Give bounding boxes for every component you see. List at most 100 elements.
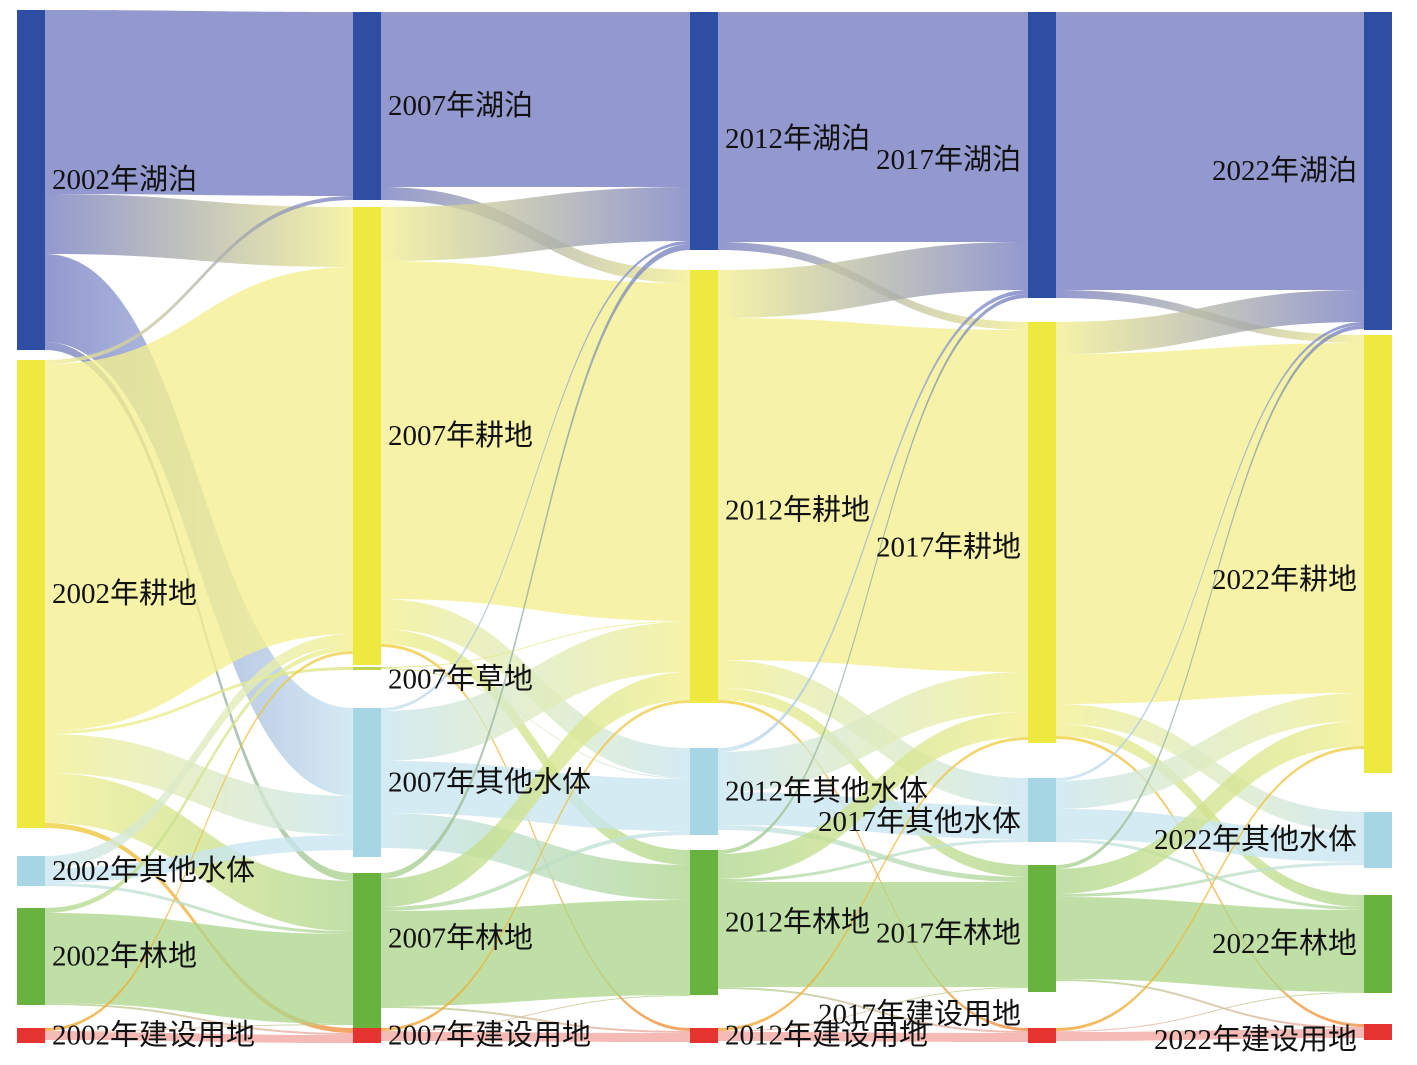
sankey-node-f17 [1028, 865, 1056, 992]
flow-f02-f07 [45, 913, 353, 1024]
flow-c17-l22 [1056, 290, 1364, 354]
flow-c02-c07 [45, 267, 353, 731]
flow-g07-c12 [381, 621, 690, 668]
flow-w07-f12 [381, 813, 690, 900]
node-label-b12: 2012年建设用地 [725, 1019, 928, 1052]
sankey-node-c02 [17, 360, 45, 828]
flow-c02-w07 [45, 734, 353, 835]
node-label-l22: 2022年湖泊 [1212, 154, 1357, 187]
flow-w17-f22 [1056, 839, 1364, 910]
flow-f02-c07 [45, 646, 353, 913]
flow-c07-b12 [381, 644, 690, 1031]
label-layer: 2002年湖泊 2002年耕地 2002年其他水体 2002年林地 2002年建设用地 2… [52, 89, 1357, 1056]
flow-w02-w07 [45, 835, 353, 883]
flow-c12-f17 [718, 688, 1028, 877]
flow-b12-b17 [718, 1032, 1028, 1042]
flow-b17-c22 [1056, 746, 1364, 1031]
flow-w17-c22 [1056, 693, 1364, 809]
flow-f17-f22 [1056, 897, 1364, 992]
flow-l02-l07 [45, 10, 353, 196]
flow-w07-l12 [381, 241, 690, 711]
flow-c17-b22 [1056, 736, 1364, 1027]
node-label-w17: 2017年其他水体 [818, 805, 1021, 838]
flow-b02-f07 [45, 1024, 353, 1032]
flow-b17-b22 [1056, 1029, 1364, 1041]
flow-w12-w17 [718, 792, 1028, 839]
flow-b02-c07 [45, 651, 353, 1031]
node-label-f22: 2022年林地 [1212, 927, 1357, 960]
node-label-c07: 2007年耕地 [388, 419, 533, 452]
sankey-node-c07 [353, 207, 381, 665]
sankey-node-c12 [690, 270, 718, 703]
node-label-f07: 2007年林地 [388, 922, 533, 955]
sankey-node-f12 [690, 850, 718, 995]
flow-w12-c17 [718, 672, 1028, 792]
sankey-node-l12 [690, 12, 718, 250]
flow-b12-f17 [718, 987, 1028, 1032]
flow-f17-b22 [1056, 979, 1364, 1029]
flow-c17-c22 [1056, 343, 1364, 704]
flow-f17-l22 [1056, 325, 1364, 869]
flow-w02-c07 [45, 634, 353, 868]
sankey-node-l17 [1028, 12, 1056, 298]
flow-c17-w22 [1056, 704, 1364, 832]
flow-l07-l12 [381, 12, 690, 187]
flow-c07-l12 [381, 187, 690, 261]
node-label-b22: 2022年建设用地 [1154, 1023, 1357, 1056]
sankey-node-w22 [1364, 812, 1392, 868]
node-layer [17, 10, 1392, 1043]
sankey-node-w02 [17, 856, 45, 886]
node-label-c17: 2017年耕地 [876, 531, 1021, 564]
sankey-node-c22 [1364, 335, 1392, 773]
flow-c07-f12 [381, 629, 690, 865]
node-label-w07: 2007年其他水体 [388, 766, 591, 799]
flow-f07-w12 [381, 831, 690, 911]
node-label-c12: 2012年耕地 [725, 494, 870, 527]
flow-b12-c17 [718, 737, 1028, 1031]
flow-f12-l17 [718, 294, 1028, 854]
sankey-node-l22 [1364, 12, 1392, 330]
flow-b07-c12 [381, 700, 690, 1031]
flow-f07-b12 [381, 1006, 690, 1033]
sankey-node-l02 [17, 10, 45, 350]
sankey-node-w17 [1028, 778, 1056, 842]
flow-c12-l17 [718, 242, 1028, 318]
node-label-l02: 2002年湖泊 [52, 163, 197, 196]
flow-f12-c17 [718, 712, 1028, 879]
sankey-node-b07 [353, 1028, 381, 1043]
flow-c02-g07 [45, 667, 353, 734]
flow-b07-b12 [381, 1032, 690, 1042]
sankey-node-g07 [353, 667, 381, 670]
flow-f07-l12 [381, 244, 690, 879]
flow-c07-c12 [381, 261, 690, 621]
flow-g07-w12 [381, 668, 690, 779]
flow-b17-f22 [1056, 992, 1364, 1032]
flow-l17-l22 [1056, 12, 1364, 290]
node-label-b17: 2017年建设用地 [818, 998, 1021, 1031]
flow-w12-f17 [718, 825, 1028, 882]
flow-w17-l22 [1056, 322, 1364, 781]
node-label-w22: 2022年其他水体 [1154, 823, 1357, 856]
flow-f07-f12 [381, 900, 690, 1006]
node-label-c02: 2002年耕地 [52, 577, 197, 610]
flow-f17-w22 [1056, 862, 1364, 897]
node-label-b07: 2007年建设用地 [388, 1019, 591, 1052]
flow-b07-f12 [381, 995, 690, 1032]
sankey-node-f07 [353, 873, 381, 1028]
sankey-node-f22 [1364, 895, 1392, 993]
sankey-node-b22 [1364, 1024, 1392, 1040]
node-label-w02: 2002年其他水体 [52, 854, 255, 887]
flow-l12-l17 [718, 12, 1028, 242]
node-label-w12: 2012年其他水体 [725, 775, 928, 808]
node-label-c22: 2022年耕地 [1212, 563, 1357, 596]
node-label-b02: 2002年建设用地 [52, 1019, 255, 1052]
node-label-l07: 2007年湖泊 [388, 89, 533, 122]
node-label-f12: 2012年林地 [725, 906, 870, 939]
sankey-node-w07 [353, 708, 381, 857]
flow-c02-l07 [45, 196, 353, 364]
flow-layer [45, 10, 1364, 1043]
sankey-node-b12 [690, 1028, 718, 1043]
flow-w07-c12 [381, 622, 690, 761]
node-label-l12: 2012年湖泊 [725, 122, 870, 155]
